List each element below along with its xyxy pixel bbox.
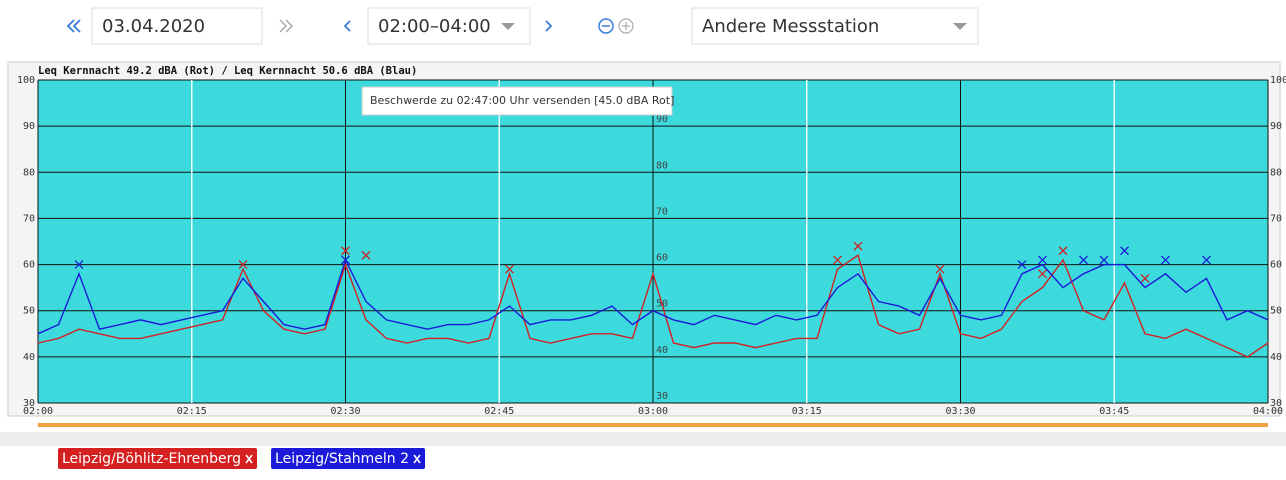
peak-marker[interactable] [1099,255,1109,265]
peak-marker[interactable] [238,260,248,270]
prev-day-icon[interactable] [72,19,81,33]
next-day-icon[interactable] [279,19,288,33]
station-select[interactable] [691,7,979,45]
zoom-out[interactable] [598,18,614,34]
peak-marker[interactable] [1161,255,1170,265]
chart-title: Leq Kernnacht 49.2 dBA (Rot) / Leq Kernn… [38,65,417,77]
remove-icon[interactable] [245,454,253,464]
peak-marker[interactable] [1017,260,1027,270]
y-tick-label: 70 [1270,213,1282,224]
x-tick-label: 02:15 [177,406,207,417]
y-tick-label: 60 [23,260,35,271]
peak-marker[interactable] [1202,255,1211,265]
x-tick-label: 03:15 [792,406,822,417]
y-tick-label: 80 [656,160,668,171]
next-day-icon[interactable] [285,19,294,33]
dropdown-arrow [953,23,967,30]
x-tick-label: 02:30 [330,406,360,417]
station-text: Andere Messstation [702,16,879,37]
x-tick-label: 03:45 [1099,406,1129,417]
peak-marker[interactable] [1058,246,1068,256]
remove-icon[interactable] [413,454,421,464]
y-tick-label: 60 [656,253,668,264]
series-line [37,254,1269,358]
prev-day-icon[interactable] [66,19,75,33]
zoom-in[interactable] [618,18,634,34]
y-tick-label: 70 [23,213,35,224]
time-text: 02:00–04:00 [378,16,491,37]
dropdown-arrow [501,23,515,30]
peak-marker[interactable] [1079,255,1088,265]
y-tick-label: 30 [656,391,668,402]
y-tick-label: 60 [1270,260,1282,271]
peak-marker[interactable] [1038,255,1047,265]
next-range-icon[interactable] [545,20,553,32]
y-tick-label: 40 [1270,352,1282,363]
y-tick-label: 40 [23,352,35,363]
x-tick-label: 02:00 [23,406,53,417]
station-tag-label: Leipzig/Böhlitz-Ehrenberg [62,451,241,467]
y-tick-label: 50 [23,306,35,317]
y-tick-label: 80 [23,167,35,178]
y-tick-label: 30 [1270,398,1282,409]
prev-range-icon[interactable] [343,20,351,32]
peak-marker[interactable] [341,246,350,256]
date-input[interactable] [91,7,263,45]
peak-marker[interactable] [341,255,350,265]
x-tick-label: 02:45 [484,406,514,417]
peak-marker[interactable] [361,250,371,260]
station-tag[interactable] [58,448,258,469]
peak-marker[interactable] [505,264,514,274]
x-tick-label: 03:30 [945,406,975,417]
peak-marker[interactable] [1038,269,1047,279]
date-text: 03.04.2020 [102,16,205,37]
peak-marker[interactable] [935,264,945,274]
peak-marker[interactable] [1140,273,1150,283]
y-tick-label: 90 [1270,121,1282,132]
peak-marker[interactable] [1120,246,1129,256]
x-tick-label: 04:00 [1253,406,1283,417]
y-tick-label: 40 [656,345,668,356]
y-tick-label: 50 [1270,306,1282,317]
x-tick-label: 03:00 [638,406,668,417]
y-tick-label: 80 [1270,167,1282,178]
scroll-band [0,432,1286,446]
peak-marker[interactable] [833,255,842,265]
y-tick-label: 90 [656,114,668,125]
time-select[interactable] [367,7,531,45]
tooltip-box[interactable] [361,86,673,116]
station-tags: Leipzig/Böhlitz-Ehrenberg Leipzig/Stahmel… [58,448,426,469]
station-tag[interactable] [271,448,426,469]
peak-marker[interactable] [74,260,84,270]
y-tick-label: 30 [23,398,35,409]
y-tick-label: 90 [23,121,35,132]
series-line [37,258,1269,335]
peak-marker[interactable] [853,241,863,251]
y-tick-label: 100 [1270,75,1286,86]
tooltip-text: Beschwerde zu 02:47:00 Uhr versenden [45… [370,94,674,107]
y-tick-label: 100 [17,75,35,86]
y-tick-label: 70 [656,206,668,217]
station-tag-label: Leipzig/Stahmeln 2 [275,451,409,467]
